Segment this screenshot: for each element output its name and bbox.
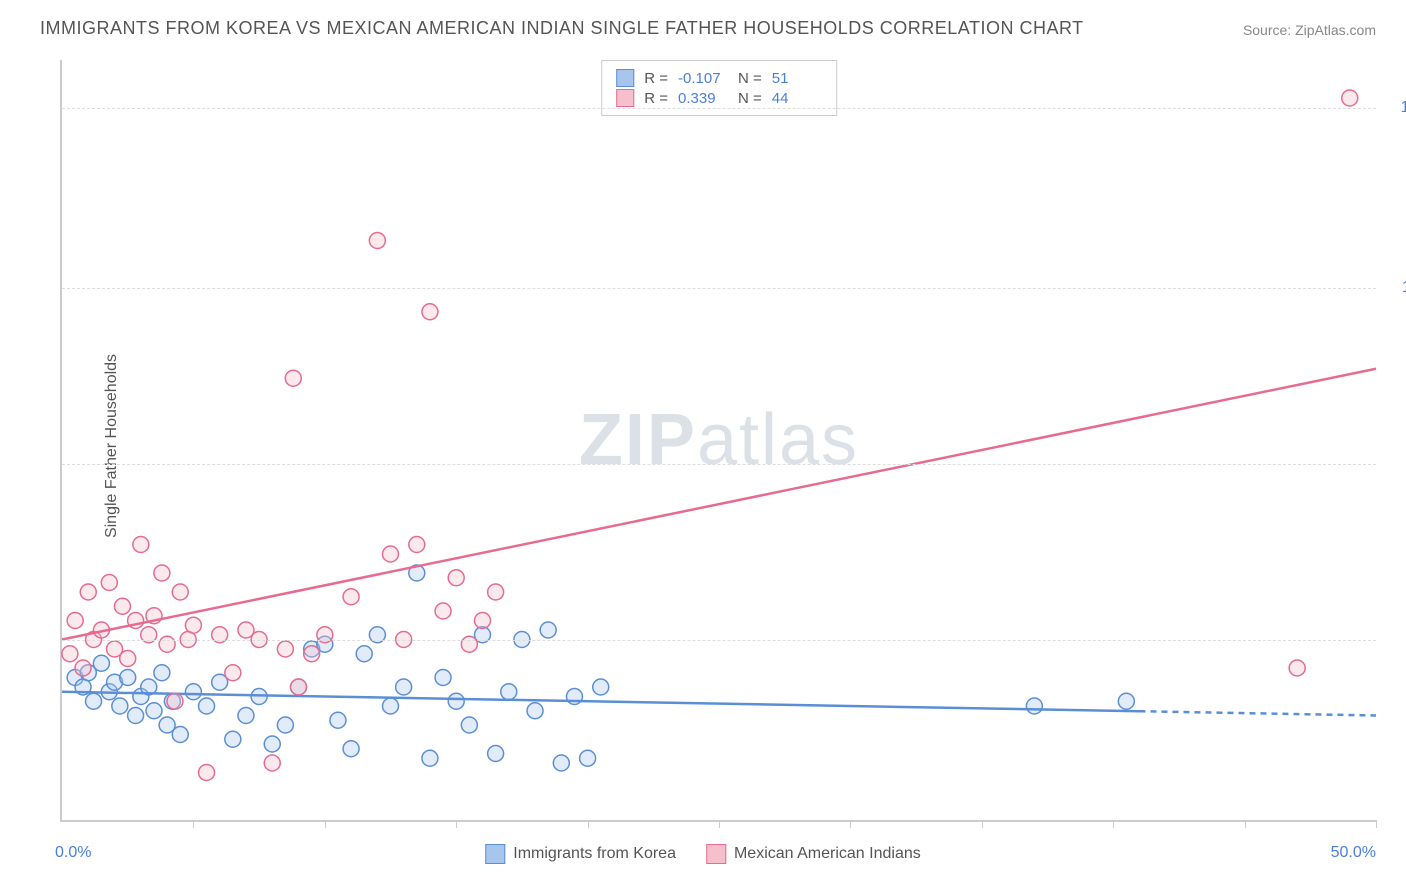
x-tick: [850, 820, 851, 828]
data-point: [93, 655, 109, 671]
gridline: [62, 464, 1376, 465]
data-point: [277, 717, 293, 733]
trend-line: [62, 369, 1376, 640]
trend-line-dashed: [1139, 711, 1376, 715]
data-point: [422, 750, 438, 766]
x-tick: [193, 820, 194, 828]
data-point: [172, 727, 188, 743]
x-tick: [982, 820, 983, 828]
source-prefix: Source:: [1243, 22, 1295, 38]
x-tick: [325, 820, 326, 828]
data-point: [238, 708, 254, 724]
x-tick: [1376, 820, 1377, 828]
legend-item: Immigrants from Korea: [485, 844, 676, 864]
data-point: [435, 603, 451, 619]
y-tick-label: 15.0%: [1386, 99, 1406, 117]
source-link[interactable]: ZipAtlas.com: [1295, 22, 1376, 38]
data-point: [580, 750, 596, 766]
data-point: [75, 660, 91, 676]
data-point: [277, 641, 293, 657]
y-tick-label: 11.2%: [1386, 279, 1406, 297]
x-tick: [588, 820, 589, 828]
data-point: [199, 765, 215, 781]
data-point: [172, 584, 188, 600]
data-point: [488, 584, 504, 600]
data-point: [383, 698, 399, 714]
data-point: [304, 646, 320, 662]
data-point: [62, 646, 78, 662]
chart-plot-area: R = -0.107 N = 51 R = 0.339 N = 44 ZIPat…: [60, 60, 1376, 822]
data-point: [448, 693, 464, 709]
data-point: [356, 646, 372, 662]
chart-title: IMMIGRANTS FROM KOREA VS MEXICAN AMERICA…: [40, 18, 1084, 39]
data-point: [553, 755, 569, 771]
source-attribution: Source: ZipAtlas.com: [1243, 22, 1376, 38]
data-point: [264, 755, 280, 771]
data-point: [225, 731, 241, 747]
data-point: [120, 670, 136, 686]
data-point: [422, 304, 438, 320]
series-legend: Immigrants from Korea Mexican American In…: [485, 844, 920, 864]
data-point: [114, 598, 130, 614]
x-tick: [1245, 820, 1246, 828]
data-point: [383, 546, 399, 562]
data-point: [112, 698, 128, 714]
data-point: [101, 575, 117, 591]
data-point: [86, 693, 102, 709]
gridline: [62, 640, 1376, 641]
data-point: [185, 617, 201, 633]
x-axis-min-label: 0.0%: [55, 844, 91, 862]
x-axis-max-label: 50.0%: [1331, 844, 1376, 862]
legend-label: Mexican American Indians: [734, 845, 921, 863]
data-point: [1026, 698, 1042, 714]
x-tick: [456, 820, 457, 828]
data-point: [185, 684, 201, 700]
data-point: [225, 665, 241, 681]
y-tick-label: 3.8%: [1386, 631, 1406, 649]
data-point: [167, 693, 183, 709]
data-point: [343, 589, 359, 605]
data-point: [527, 703, 543, 719]
data-point: [291, 679, 307, 695]
legend-swatch: [485, 844, 505, 864]
data-point: [1342, 90, 1358, 106]
data-point: [128, 708, 144, 724]
gridline: [62, 288, 1376, 289]
data-point: [448, 570, 464, 586]
legend-label: Immigrants from Korea: [513, 845, 676, 863]
data-point: [488, 746, 504, 762]
data-point: [199, 698, 215, 714]
data-point: [146, 703, 162, 719]
data-point: [120, 651, 136, 667]
data-point: [435, 670, 451, 686]
legend-swatch: [706, 844, 726, 864]
data-point: [80, 584, 96, 600]
data-point: [1118, 693, 1134, 709]
data-point: [396, 679, 412, 695]
data-point: [154, 665, 170, 681]
data-point: [330, 712, 346, 728]
x-tick: [1113, 820, 1114, 828]
data-point: [133, 537, 149, 553]
data-point: [501, 684, 517, 700]
data-point: [1289, 660, 1305, 676]
data-point: [474, 613, 490, 629]
data-point: [67, 613, 83, 629]
data-point: [409, 537, 425, 553]
data-point: [540, 622, 556, 638]
data-point: [343, 741, 359, 757]
legend-item: Mexican American Indians: [706, 844, 921, 864]
data-point: [264, 736, 280, 752]
scatter-plot-svg: [62, 60, 1376, 820]
data-point: [369, 233, 385, 249]
data-point: [285, 370, 301, 386]
data-point: [154, 565, 170, 581]
x-tick: [719, 820, 720, 828]
data-point: [461, 717, 477, 733]
data-point: [593, 679, 609, 695]
gridline: [62, 108, 1376, 109]
y-tick-label: 7.5%: [1386, 455, 1406, 473]
